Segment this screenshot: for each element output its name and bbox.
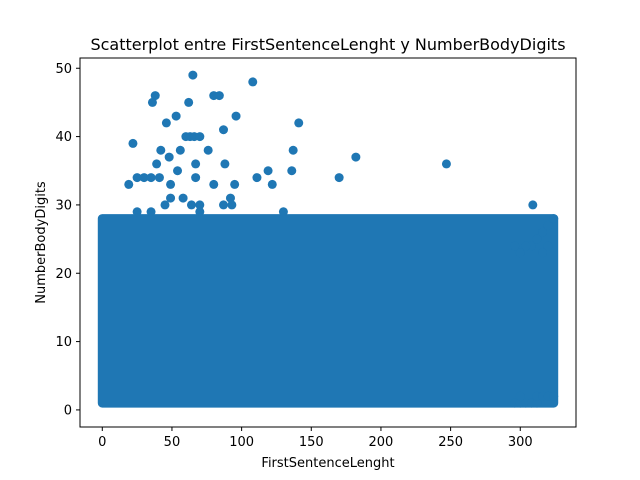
scatter-point: [543, 241, 553, 251]
scatter-point: [528, 200, 538, 210]
y-tick-label: 30: [55, 198, 72, 213]
y-axis-ticks: 0 10 20 30 40 50: [55, 62, 80, 418]
scatter-point: [166, 179, 176, 189]
scatter-point: [214, 91, 224, 101]
scatter-point: [515, 248, 525, 258]
x-tick-label: 0: [98, 435, 106, 450]
scatter-point: [549, 391, 559, 401]
scatter-point: [267, 179, 277, 189]
scatter-point: [252, 173, 262, 183]
scatter-point: [191, 159, 201, 169]
y-tick-label: 40: [55, 130, 72, 145]
scatter-point: [287, 166, 297, 176]
scatter-point: [184, 97, 194, 107]
scatter-point: [351, 152, 361, 162]
scatter-point: [334, 173, 344, 183]
scatter-point: [139, 173, 149, 183]
y-axis-label: NumberBodyDigits: [34, 181, 49, 304]
scatter-point: [515, 391, 525, 401]
points-layer: [124, 70, 559, 408]
scatter-point: [538, 248, 548, 258]
scatter-point: [124, 179, 134, 189]
scatter-point: [146, 173, 156, 183]
scatter-point: [156, 145, 166, 155]
scatter-point: [219, 200, 229, 210]
dense-point-cloud: [97, 214, 559, 408]
scatter-point: [154, 173, 164, 183]
scatter-point: [160, 200, 170, 210]
scatter-point: [150, 91, 160, 101]
scatter-point: [227, 200, 237, 210]
scatter-point: [164, 152, 174, 162]
scatter-point: [132, 173, 142, 183]
scatter-point: [195, 132, 205, 142]
scatter-point: [288, 145, 298, 155]
y-tick-label: 20: [55, 267, 72, 282]
scatter-point: [549, 214, 559, 224]
scatter-point: [146, 207, 156, 217]
scatter-point: [175, 145, 185, 155]
axes-frame: [79, 57, 577, 428]
scatter-point: [532, 398, 542, 408]
scatter-point: [543, 220, 553, 230]
scatter-point: [248, 77, 258, 87]
scatter-point: [294, 118, 304, 128]
scatter-point: [191, 173, 201, 183]
scatter-point: [186, 200, 196, 210]
scatter-point: [278, 207, 288, 217]
scatter-point: [128, 138, 138, 148]
scatter-point: [152, 159, 162, 169]
x-tick-label: 300: [508, 435, 533, 450]
scatter-point: [166, 193, 176, 203]
scatter-point: [147, 97, 157, 107]
x-tick-label: 250: [438, 435, 463, 450]
scatter-point: [230, 179, 240, 189]
scatter-point: [441, 159, 451, 169]
x-tick-label: 200: [369, 435, 394, 450]
y-tick-label: 0: [64, 403, 72, 418]
scatter-point: [521, 241, 531, 251]
scatter-point: [132, 207, 142, 217]
scatter-point: [231, 111, 241, 121]
scatter-point: [161, 118, 171, 128]
scatter-point: [178, 193, 188, 203]
chart-title: Scatterplot entre FirstSentenceLenght y …: [90, 35, 565, 54]
scatter-point: [225, 193, 235, 203]
scatter-point: [263, 166, 273, 176]
scatter-point: [195, 200, 205, 210]
scatter-point: [220, 159, 230, 169]
x-axis-label: FirstSentenceLenght: [261, 456, 394, 471]
scatter-point: [209, 179, 219, 189]
y-tick-label: 50: [55, 62, 72, 77]
scatter-point: [173, 166, 183, 176]
x-tick-label: 150: [299, 435, 324, 450]
scatter-point: [171, 111, 181, 121]
y-tick-label: 10: [55, 335, 72, 350]
scatter-point: [203, 145, 213, 155]
scatter-point: [195, 207, 205, 217]
x-tick-label: 100: [229, 435, 254, 450]
x-tick-label: 50: [164, 435, 181, 450]
scatter-point: [510, 241, 520, 251]
x-axis-ticks: 0 50 100 150 200 250 300: [98, 427, 533, 450]
scatter-point: [188, 70, 198, 80]
plot-area: [97, 70, 559, 408]
scatter-point: [538, 227, 548, 237]
scatter-point: [219, 125, 229, 135]
scatter-point: [532, 234, 542, 244]
